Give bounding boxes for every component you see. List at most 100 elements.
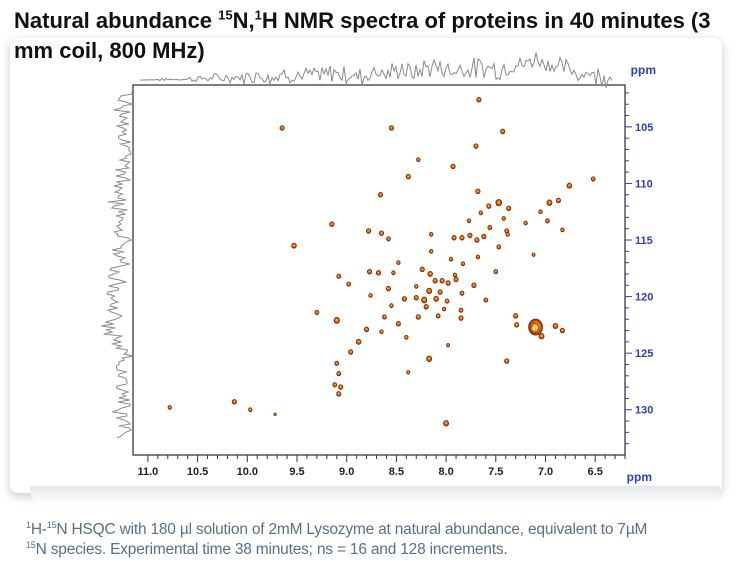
caption-sup-1: 1 (26, 519, 31, 530)
peak (368, 293, 373, 298)
peak (531, 252, 536, 257)
peak-contour (329, 221, 335, 227)
peak-contour (505, 232, 510, 237)
x-tick-label: 9.5 (289, 466, 304, 478)
peak (450, 163, 456, 170)
caption-sup-15: 15 (46, 519, 57, 530)
peak (379, 329, 384, 334)
x-axis-label: ppm (627, 470, 652, 484)
peak (364, 326, 370, 333)
peak-contour (291, 242, 297, 249)
peak (481, 233, 487, 240)
peak-contour (355, 338, 362, 345)
peak-contour (432, 277, 438, 284)
peak (590, 176, 596, 182)
x-tick-label: 6.5 (588, 466, 603, 478)
peak (346, 281, 352, 287)
peak-contour (566, 182, 573, 189)
peak-contour (426, 355, 433, 362)
y-tick-label: 110 (635, 178, 653, 190)
peak (426, 287, 433, 295)
peak-contour (458, 307, 464, 313)
peak (367, 268, 373, 275)
peak-contour (419, 266, 425, 273)
plot-frame (132, 84, 626, 456)
peak (443, 420, 450, 427)
peak-contour (443, 420, 450, 427)
peak-contour (538, 333, 545, 340)
peak (427, 271, 433, 277)
slide-title: Natural abundance 15N,1H NMR spectra of … (14, 6, 714, 66)
peak-contour (481, 233, 487, 240)
peak-contour (506, 205, 512, 212)
peak (478, 210, 484, 216)
peak (446, 343, 451, 348)
peak-contour (483, 297, 489, 303)
peak-contour (475, 188, 481, 195)
peak (445, 280, 451, 286)
peak (396, 260, 401, 265)
peak (441, 306, 447, 312)
peak-contour (545, 218, 550, 224)
peak-contour (395, 320, 401, 327)
peak (459, 290, 465, 296)
peak-contour (336, 391, 342, 397)
peak (386, 236, 391, 242)
peak-contour (437, 289, 443, 295)
caption-line-1: 1H-15N HSQC with 180 µl solution of 2mM … (26, 520, 726, 540)
y-axis: 105 110 115 120 125 130 (625, 92, 653, 445)
peak (467, 232, 473, 239)
peak-contour (531, 252, 536, 257)
peak (528, 318, 543, 336)
figure-caption: 1H-15N HSQC with 180 µl solution of 2mM … (26, 520, 726, 560)
peak (473, 143, 479, 149)
peak-contour (590, 176, 596, 182)
peak (333, 316, 340, 324)
peak (336, 391, 342, 397)
peak-contour (500, 128, 506, 135)
peak (460, 261, 466, 267)
peak (388, 125, 394, 131)
peak-contour (375, 270, 382, 276)
peak (377, 192, 384, 198)
peak-contour (445, 280, 451, 286)
peak-contour (559, 327, 565, 334)
x-tick-label: 8.0 (438, 466, 453, 478)
peak-contour (389, 303, 394, 308)
peak-contour (474, 237, 480, 243)
peak (483, 297, 489, 303)
peak-contour (451, 235, 457, 241)
peak (167, 405, 172, 410)
15n-projection-trace (101, 91, 135, 439)
caption-sup-15b: 15 (26, 539, 36, 550)
x-tick-label: 9.0 (339, 466, 354, 478)
peak-contour (552, 323, 559, 329)
peak-contour (427, 271, 433, 277)
peak-contour (377, 192, 384, 198)
peak-contour (406, 370, 411, 375)
peak (538, 209, 543, 215)
y-tick-label: 130 (635, 405, 653, 417)
peak (429, 249, 434, 254)
peak-contour (248, 407, 253, 413)
peak (495, 199, 503, 207)
peak (395, 320, 401, 327)
peak-contour (314, 309, 320, 315)
peak (493, 269, 499, 275)
peak-contour (444, 298, 450, 304)
x-axis: 11.0 10.5 10.0 9.5 9.0 8.5 8.0 7.5 7.0 6.5 (138, 455, 626, 478)
peak-contour (435, 313, 441, 319)
peak (559, 327, 565, 334)
peak-contour (404, 334, 409, 340)
peak (560, 227, 565, 233)
peak (444, 298, 450, 304)
peak-contour (439, 277, 445, 284)
peak (414, 284, 419, 289)
peak-contour (504, 358, 510, 364)
peak (426, 355, 433, 362)
peak-contour (332, 382, 338, 388)
peak-contour (487, 225, 493, 231)
peak (552, 323, 559, 329)
peak-contour (279, 125, 285, 131)
